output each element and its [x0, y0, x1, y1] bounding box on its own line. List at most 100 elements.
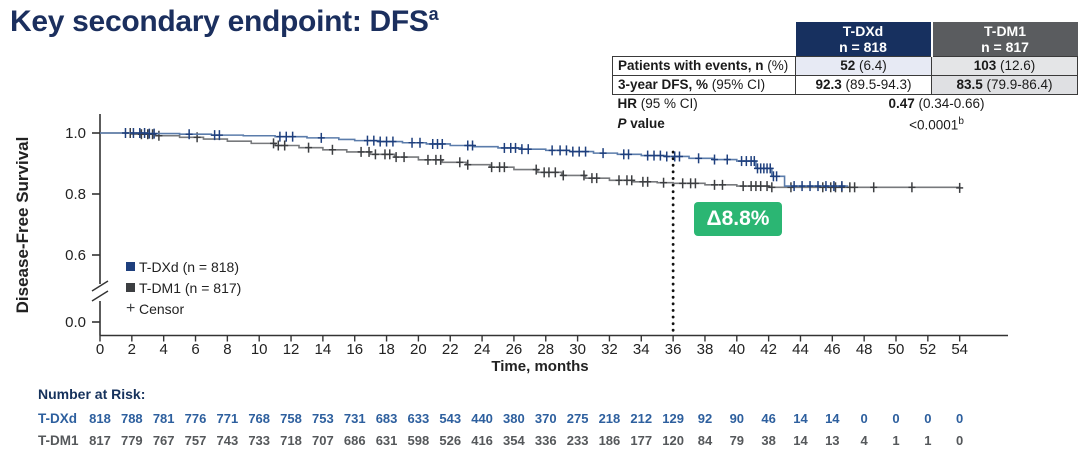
stats-header-row: T-DXd n = 818 T-DM1 n = 817: [613, 22, 1078, 57]
risk-value: 84: [697, 433, 713, 448]
risk-value: 0: [860, 411, 868, 426]
svg-text:6: 6: [191, 341, 199, 358]
risk-value: 753: [312, 411, 334, 426]
tdxd-n: n = 818: [839, 39, 887, 55]
chart-legend: T-DXd (n = 818) T-DM1 (n = 817) + Censor: [126, 256, 241, 319]
events-tdm1-value: 103 (12.6): [931, 56, 1078, 76]
p-value-row: P value <0.0001b: [612, 113, 1078, 135]
risk-value: 0: [924, 411, 932, 426]
dfs-rate-tdm1-value: 83.5 (79.9-86.4): [931, 75, 1078, 95]
risk-value: 275: [566, 411, 589, 426]
svg-text:36: 36: [665, 341, 682, 358]
risk-value: 543: [439, 411, 462, 426]
risk-value: 718: [280, 433, 302, 448]
tdxd-name: T-DXd: [842, 23, 884, 39]
tdm1-n: n = 817: [981, 39, 1029, 55]
title-footnote-marker: a: [428, 4, 439, 24]
risk-value: 90: [729, 411, 745, 426]
legend-item-censor: + Censor: [126, 298, 241, 319]
risk-value: 0: [956, 411, 964, 426]
svg-text:38: 38: [697, 341, 714, 358]
risk-value: 370: [534, 411, 557, 426]
svg-text:32: 32: [601, 341, 618, 358]
risk-value: 46: [761, 411, 776, 426]
events-tdxd-value: 52 (6.4): [795, 56, 932, 76]
risk-value: 233: [566, 433, 589, 448]
stats-table: T-DXd n = 818 T-DM1 n = 817 Patients wit…: [612, 22, 1078, 135]
svg-text:54: 54: [951, 341, 968, 358]
p-label: P: [617, 115, 627, 131]
svg-text:1.0: 1.0: [65, 125, 86, 142]
risk-value: 817: [89, 433, 111, 448]
risk-value: 336: [534, 433, 557, 448]
risk-value: 120: [662, 433, 684, 448]
svg-text:48: 48: [856, 341, 873, 358]
number-at-risk-heading: Number at Risk:: [38, 386, 146, 402]
svg-text:0.8: 0.8: [65, 186, 86, 203]
hazard-ratio-row: HR (95 % CI) 0.47 (0.34-0.66): [612, 94, 1078, 113]
risk-value: 4: [860, 433, 868, 448]
tdm1-name: T-DM1: [984, 23, 1026, 39]
svg-text:52: 52: [919, 341, 936, 358]
risk-row-tdxd: T-DXd 818 788 781 776 771 768 758 753 731 683 633 5…: [0, 411, 1080, 429]
risk-value: 731: [343, 411, 366, 426]
risk-value: 79: [729, 433, 745, 448]
risk-value: 212: [630, 411, 653, 426]
events-row: Patients with events, n (%) 52 (6.4) 103…: [612, 56, 1078, 76]
censor-plus-icon: +: [126, 300, 136, 317]
risk-value: 1: [892, 433, 900, 448]
svg-text:50: 50: [888, 341, 905, 358]
svg-text:26: 26: [506, 341, 523, 358]
svg-text:0.0: 0.0: [65, 314, 86, 331]
risk-value: 768: [248, 411, 271, 426]
svg-text:44: 44: [792, 341, 809, 358]
events-label-units: (%): [763, 58, 789, 73]
risk-value: 354: [503, 433, 525, 448]
risk-value: 767: [152, 433, 175, 448]
risk-value: 686: [343, 433, 366, 448]
svg-text:40: 40: [728, 341, 745, 358]
risk-value: 733: [248, 433, 271, 448]
dfs-rate-row: 3-year DFS, % (95% CI) 92.3 (89.5-94.3) …: [612, 75, 1078, 95]
tdm1-swatch-icon: [126, 283, 135, 292]
risk-value: 776: [184, 411, 207, 426]
svg-text:20: 20: [410, 341, 427, 358]
risk-row-tdm1: T-DM1 817 779 767 757 743 733 718 707 686 631 598 5…: [0, 433, 1080, 451]
risk-value: 771: [216, 411, 239, 426]
risk-value: 781: [152, 411, 175, 426]
svg-text:18: 18: [378, 341, 395, 358]
svg-text:4: 4: [160, 341, 168, 358]
events-label: Patients with events, n: [618, 58, 764, 73]
tdxd-swatch-icon: [126, 262, 135, 271]
svg-text:10: 10: [251, 341, 268, 358]
risk-value: 758: [280, 411, 302, 426]
svg-text:0.6: 0.6: [65, 247, 86, 264]
risk-value: 598: [407, 433, 430, 448]
svg-text:28: 28: [537, 341, 554, 358]
svg-text:0: 0: [96, 341, 104, 358]
risk-value: 177: [630, 433, 653, 448]
risk-value: 0: [956, 433, 964, 448]
legend-label-tdm1: T-DM1 (n = 817): [139, 279, 242, 296]
risk-value: 92: [697, 411, 713, 426]
risk-value: 633: [407, 411, 430, 426]
page-title-text: Key secondary endpoint: DFS: [10, 5, 429, 38]
svg-text:2: 2: [128, 341, 136, 358]
svg-text:42: 42: [760, 341, 777, 358]
risk-value: 14: [825, 411, 840, 426]
svg-text:30: 30: [569, 341, 586, 358]
p-footnote-marker: b: [958, 116, 964, 127]
risk-value: 186: [598, 433, 621, 448]
risk-value: 757: [184, 433, 207, 448]
svg-text:46: 46: [824, 341, 841, 358]
risk-value: 0: [892, 411, 900, 426]
svg-text:24: 24: [474, 341, 491, 358]
risk-value: 683: [375, 411, 398, 426]
legend-label-censor: Censor: [139, 300, 185, 317]
svg-text:Disease-Free Survival: Disease-Free Survival: [13, 137, 32, 314]
svg-text:34: 34: [633, 341, 650, 358]
risk-value: 1: [924, 433, 932, 448]
svg-text:22: 22: [442, 341, 459, 358]
svg-text:12: 12: [283, 341, 300, 358]
